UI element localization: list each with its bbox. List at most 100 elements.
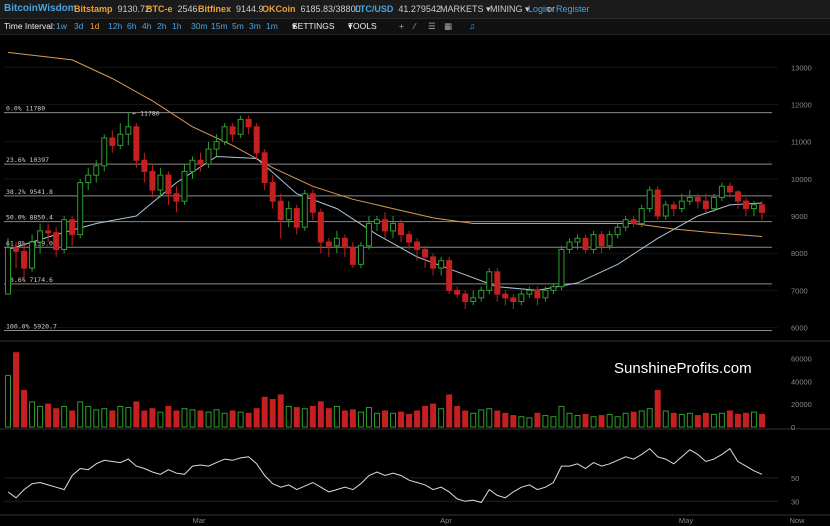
volume-bar	[333, 405, 340, 428]
candle-body	[694, 196, 701, 202]
volume-bar	[165, 405, 172, 428]
interval-1m[interactable]: 1m	[266, 21, 278, 31]
candle-body	[69, 219, 76, 236]
volume-bar	[133, 401, 140, 428]
volume-bar	[574, 415, 581, 428]
candle-body	[414, 241, 421, 250]
candle-body	[670, 204, 677, 210]
candle-body	[213, 141, 220, 150]
interval-3d[interactable]: 3d	[74, 21, 84, 31]
interval-15m[interactable]: 15m	[211, 21, 228, 31]
candle-body	[13, 247, 20, 252]
chevron-down-icon: ▾	[292, 21, 297, 31]
menu-icon[interactable]: ☰	[428, 21, 436, 31]
volume-bar	[285, 405, 292, 428]
line-icon[interactable]: ⁄	[414, 21, 416, 31]
volume-bar	[45, 403, 52, 428]
fib-level-label: 100.0% 5920.7	[6, 323, 57, 331]
register-link[interactable]: Register	[556, 4, 590, 14]
chart-toolbar: Time Interval: 1w 3d 1d 12h 6h 4h 2h 1h …	[0, 19, 830, 35]
candle-body	[245, 118, 252, 128]
volume-bar	[494, 410, 501, 428]
volume-bar	[53, 408, 60, 428]
chevron-down-icon: ▾	[348, 21, 353, 31]
volume-bar	[518, 416, 525, 428]
volume-bar	[13, 352, 20, 428]
volume-bar	[157, 411, 164, 428]
volume-bar	[341, 410, 348, 428]
mining-menu[interactable]: MINING ▾	[490, 4, 530, 14]
candle-body	[373, 219, 380, 224]
volume-bar	[478, 409, 485, 428]
price-tick-label: 8000	[791, 249, 808, 258]
candle-body	[502, 293, 509, 299]
candle-body	[21, 250, 28, 269]
brand-logo[interactable]: BitcoinWisdom	[4, 3, 77, 14]
candle-body	[77, 182, 84, 236]
interval-2h[interactable]: 2h	[157, 21, 167, 31]
volume-bar	[718, 412, 725, 428]
interval-4h[interactable]: 4h	[142, 21, 152, 31]
volume-bar	[750, 411, 757, 428]
volume-bar	[237, 411, 244, 428]
candle-body	[750, 204, 757, 210]
candle-body	[93, 165, 100, 176]
volume-bar	[486, 408, 493, 428]
candle-body	[285, 208, 292, 221]
chart-grid	[0, 66, 830, 516]
interval-1w[interactable]: 1w	[56, 21, 67, 31]
candle-body	[518, 293, 525, 303]
price-chart[interactable]: 0.0% 11780 23.6% 10397 38.2% 9541.8 50.0% 8…	[0, 35, 830, 526]
volume-tick-label: 0	[791, 423, 795, 432]
volume-bar	[37, 405, 44, 428]
grid-icon[interactable]: ▦	[444, 21, 453, 31]
candle-body	[759, 204, 765, 213]
volume-bar	[101, 408, 108, 428]
candle-body	[157, 174, 164, 191]
interval-12h[interactable]: 12h	[108, 21, 123, 31]
volume-bar	[686, 412, 693, 428]
candle-body	[742, 200, 749, 210]
candle-body	[718, 185, 725, 198]
ticker-bitstamp[interactable]: Bitstamp 9130.72	[74, 4, 151, 14]
plus-icon[interactable]: +	[399, 21, 404, 31]
candle-body	[309, 193, 316, 213]
ticker-ltcusd[interactable]: LTC/USD 41.279542	[355, 4, 441, 14]
volume-tick-label: 40000	[791, 377, 812, 386]
ticker-btce[interactable]: BTC-e 2546	[146, 4, 198, 14]
volume-bar	[542, 415, 549, 428]
candle-body	[590, 234, 597, 250]
volume-bar	[638, 410, 645, 428]
volume-bar	[349, 409, 356, 428]
ticker-okcoin[interactable]: OKCoin 6185.83/38800	[262, 4, 361, 14]
markets-menu[interactable]: MARKETS ▾	[440, 4, 491, 14]
candle-body	[686, 196, 693, 202]
ticker-bitfinex[interactable]: Bitfinex 9144.9	[198, 4, 264, 14]
interval-30m[interactable]: 30m	[191, 21, 208, 31]
candle-body	[365, 222, 372, 247]
candle-body	[422, 248, 429, 258]
volume-bar	[173, 410, 180, 428]
candle-body	[638, 208, 645, 224]
candle-body	[61, 219, 68, 250]
interval-1d[interactable]: 1d	[90, 21, 100, 31]
interval-3m[interactable]: 3m	[249, 21, 261, 31]
high-annotation: ← 11780	[132, 110, 159, 118]
interval-6h[interactable]: 6h	[127, 21, 137, 31]
volume-bar	[69, 410, 76, 428]
candle-body	[261, 152, 268, 184]
volume-bar	[406, 413, 413, 428]
candle-body	[510, 297, 517, 303]
x-axis-label: Apr	[440, 516, 452, 525]
top-ticker-bar: BitcoinWisdom Bitstamp 9130.72 BTC-e 254…	[0, 0, 830, 19]
candlesticks	[5, 112, 765, 309]
volume-bar	[398, 411, 405, 428]
login-link[interactable]: Login	[528, 4, 551, 14]
alarm-icon[interactable]: ♫	[469, 21, 476, 31]
volume-bar	[93, 409, 100, 428]
interval-5m[interactable]: 5m	[232, 21, 244, 31]
candle-body	[390, 222, 397, 232]
volume-bar	[301, 408, 308, 428]
interval-1h[interactable]: 1h	[172, 21, 182, 31]
candle-body	[101, 137, 108, 167]
